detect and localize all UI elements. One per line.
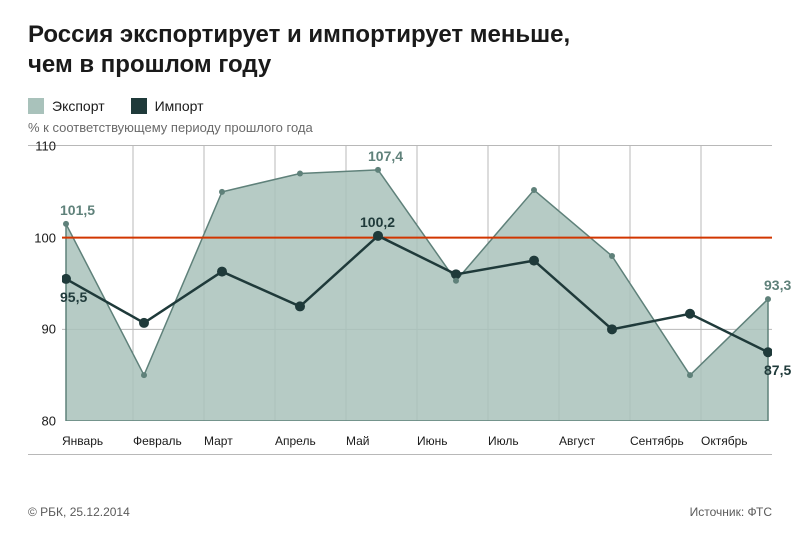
footer-source-left: © РБК, 25.12.2014 [28, 505, 130, 519]
y-tick-label: 80 [28, 414, 56, 429]
legend-item-export: Экспорт [28, 98, 105, 114]
chart-svg [62, 146, 772, 421]
value-label: 87,5 [764, 362, 791, 378]
chart-container: Россия экспортирует и импортирует меньше… [0, 0, 800, 533]
plot-area: 101,595,5107,4100,293,387,5 [62, 146, 772, 421]
value-label: 100,2 [360, 214, 395, 230]
x-tick-label: Апрель [275, 426, 346, 454]
chart-footer: © РБК, 25.12.2014 Источник: ФТС [28, 505, 772, 519]
legend-swatch-import [131, 98, 147, 114]
x-tick-label: Июль [488, 426, 559, 454]
value-label: 107,4 [368, 148, 403, 164]
y-tick-label: 110 [28, 139, 56, 154]
x-axis-labels: ЯнварьФевральМартАпрельМайИюньИюльАвгуст… [62, 426, 772, 454]
x-tick-label: Июнь [417, 426, 488, 454]
chart-area: 8090100110 101,595,5107,4100,293,387,5 Я… [28, 145, 772, 455]
legend-swatch-export [28, 98, 44, 114]
x-tick-label: Октябрь [701, 426, 772, 454]
x-tick-label: Февраль [133, 426, 204, 454]
value-label: 95,5 [60, 289, 87, 305]
legend-item-import: Импорт [131, 98, 204, 114]
x-tick-label: Январь [62, 426, 133, 454]
legend: Экспорт Импорт [28, 98, 772, 114]
x-tick-label: Май [346, 426, 417, 454]
value-label: 93,3 [764, 277, 791, 293]
x-tick-label: Сентябрь [630, 426, 701, 454]
legend-label-import: Импорт [155, 98, 204, 114]
chart-title: Россия экспортирует и импортирует меньше… [28, 20, 772, 80]
title-line-1: Россия экспортирует и импортирует меньше… [28, 21, 570, 48]
y-tick-label: 100 [28, 230, 56, 245]
legend-label-export: Экспорт [52, 98, 105, 114]
x-tick-label: Март [204, 426, 275, 454]
title-line-2: чем в прошлом году [28, 51, 271, 78]
x-tick-label: Август [559, 426, 630, 454]
y-tick-label: 90 [28, 322, 56, 337]
footer-source-right: Источник: ФТС [690, 505, 772, 519]
chart-subtitle: % к соответствующему периоду прошлого го… [28, 120, 772, 135]
value-label: 101,5 [60, 202, 95, 218]
